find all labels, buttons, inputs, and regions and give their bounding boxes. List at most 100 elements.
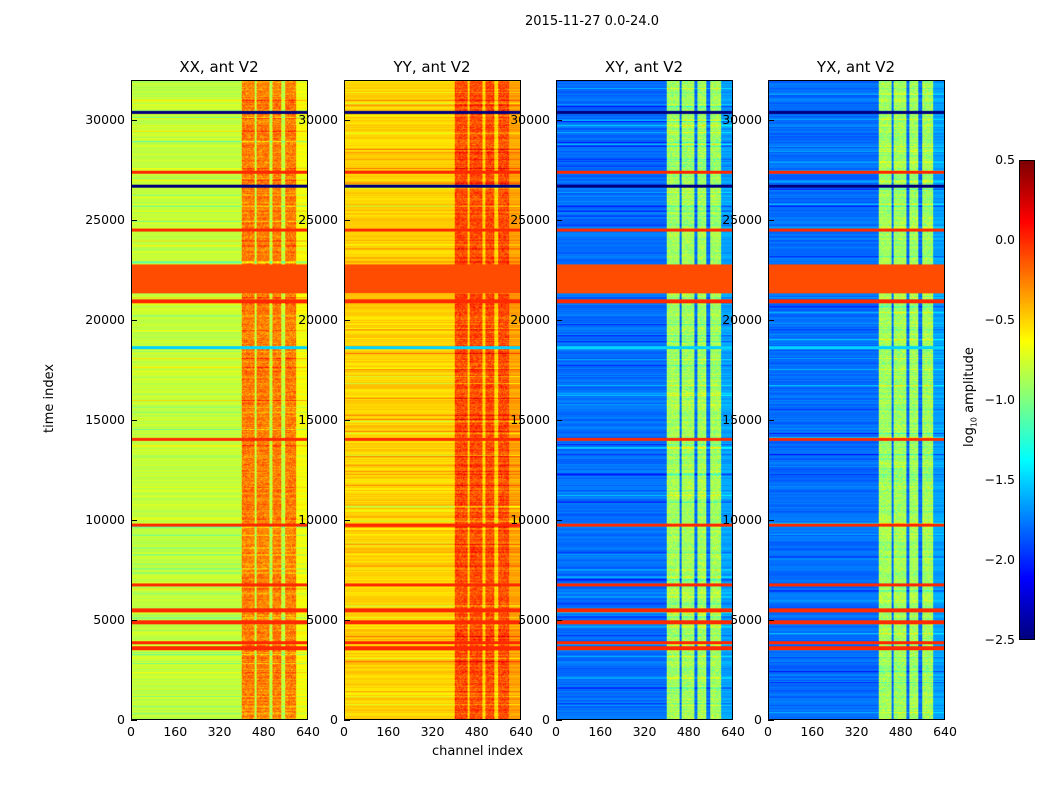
y-tick-mark	[768, 220, 774, 221]
y-tick-label: 10000	[298, 512, 338, 527]
x-tick-label: 160	[163, 724, 188, 739]
colorbar-tick-label: −1.0	[984, 392, 1015, 407]
y-tick-mark	[344, 220, 350, 221]
y-tick-mark	[131, 720, 137, 721]
y-tick-mark	[344, 320, 350, 321]
y-tick-mark	[131, 520, 137, 521]
y-tick-mark	[768, 320, 774, 321]
y-tick-mark	[556, 520, 562, 521]
x-tick-label: 320	[420, 724, 445, 739]
colorbar-tick-label: −0.5	[984, 312, 1015, 327]
y-tick-label: 30000	[722, 112, 762, 127]
y-tick-mark	[556, 420, 562, 421]
y-tick-mark	[131, 320, 137, 321]
y-tick-label: 10000	[510, 512, 550, 527]
panel-title: XY, ant V2	[604, 58, 684, 76]
x-tick-label: 0	[552, 724, 560, 739]
y-tick-mark	[556, 320, 562, 321]
x-tick-label: 640	[721, 724, 745, 739]
heatmap-image	[132, 81, 307, 719]
x-tick-label: 320	[844, 724, 869, 739]
y-tick-label: 25000	[722, 212, 762, 227]
y-tick-mark	[131, 120, 137, 121]
y-tick-label: 5000	[518, 612, 550, 627]
y-tick-label: 30000	[510, 112, 550, 127]
y-axis-label: time index	[42, 363, 57, 433]
y-tick-label: 0	[330, 712, 338, 727]
colorbar-tick-label: −1.5	[984, 472, 1015, 487]
y-tick-label: 10000	[85, 512, 125, 527]
x-tick-label: 320	[632, 724, 657, 739]
figure-suptitle: 2015-11-27 0.0-24.0	[525, 14, 659, 29]
y-tick-label: 20000	[85, 312, 125, 327]
y-tick-label: 20000	[510, 312, 550, 327]
x-tick-label: 640	[933, 724, 957, 739]
y-tick-mark	[768, 420, 774, 421]
y-tick-label: 5000	[93, 612, 125, 627]
y-tick-mark	[131, 420, 137, 421]
y-tick-mark	[131, 620, 137, 621]
y-tick-label: 25000	[510, 212, 550, 227]
y-tick-mark	[556, 620, 562, 621]
x-tick-label: 0	[127, 724, 135, 739]
x-tick-label: 480	[251, 724, 276, 739]
y-tick-label: 10000	[722, 512, 762, 527]
colorbar	[1019, 160, 1035, 640]
heatmap-image	[769, 81, 944, 719]
y-tick-mark	[556, 720, 562, 721]
heatmap-image	[345, 81, 520, 719]
heatmap-image	[557, 81, 732, 719]
x-tick-label: 160	[588, 724, 613, 739]
heatmap-panel	[344, 80, 521, 720]
y-tick-mark	[344, 720, 350, 721]
panel-title: XX, ant V2	[179, 58, 259, 76]
colorbar-tick-label: −2.0	[984, 552, 1015, 567]
y-tick-mark	[344, 520, 350, 521]
x-tick-label: 160	[376, 724, 401, 739]
x-tick-label: 320	[207, 724, 232, 739]
y-tick-label: 0	[754, 712, 762, 727]
x-tick-label: 640	[296, 724, 320, 739]
y-tick-mark	[556, 120, 562, 121]
y-tick-mark	[131, 220, 137, 221]
y-tick-mark	[768, 520, 774, 521]
y-tick-label: 0	[542, 712, 550, 727]
x-tick-label: 640	[509, 724, 533, 739]
y-tick-label: 15000	[722, 412, 762, 427]
y-tick-mark	[344, 620, 350, 621]
y-tick-label: 15000	[298, 412, 338, 427]
x-tick-label: 480	[676, 724, 701, 739]
y-tick-label: 20000	[722, 312, 762, 327]
colorbar-tick-label: 0.5	[995, 152, 1015, 167]
y-tick-label: 5000	[730, 612, 762, 627]
x-tick-label: 0	[764, 724, 772, 739]
x-tick-label: 480	[464, 724, 489, 739]
y-tick-label: 15000	[510, 412, 550, 427]
y-tick-label: 25000	[85, 212, 125, 227]
y-tick-mark	[768, 720, 774, 721]
y-tick-label: 20000	[298, 312, 338, 327]
panel-title: YY, ant V2	[393, 58, 471, 76]
y-tick-label: 25000	[298, 212, 338, 227]
y-tick-label: 5000	[306, 612, 338, 627]
colorbar-tick-label: 0.0	[995, 232, 1015, 247]
colorbar-tick-label: −2.5	[984, 632, 1015, 647]
y-tick-mark	[556, 220, 562, 221]
x-tick-label: 480	[888, 724, 913, 739]
colorbar-gradient	[1020, 161, 1034, 639]
heatmap-panel	[768, 80, 945, 720]
y-tick-mark	[344, 120, 350, 121]
y-tick-mark	[768, 620, 774, 621]
y-tick-label: 30000	[85, 112, 125, 127]
y-tick-mark	[768, 120, 774, 121]
x-tick-label: 160	[800, 724, 825, 739]
x-axis-label: channel index	[432, 744, 524, 759]
x-tick-label: 0	[340, 724, 348, 739]
y-tick-label: 0	[117, 712, 125, 727]
heatmap-panel	[556, 80, 733, 720]
panel-title: YX, ant V2	[816, 58, 896, 76]
colorbar-label: log10 amplitude	[962, 347, 979, 447]
heatmap-panel	[131, 80, 308, 720]
y-tick-label: 30000	[298, 112, 338, 127]
